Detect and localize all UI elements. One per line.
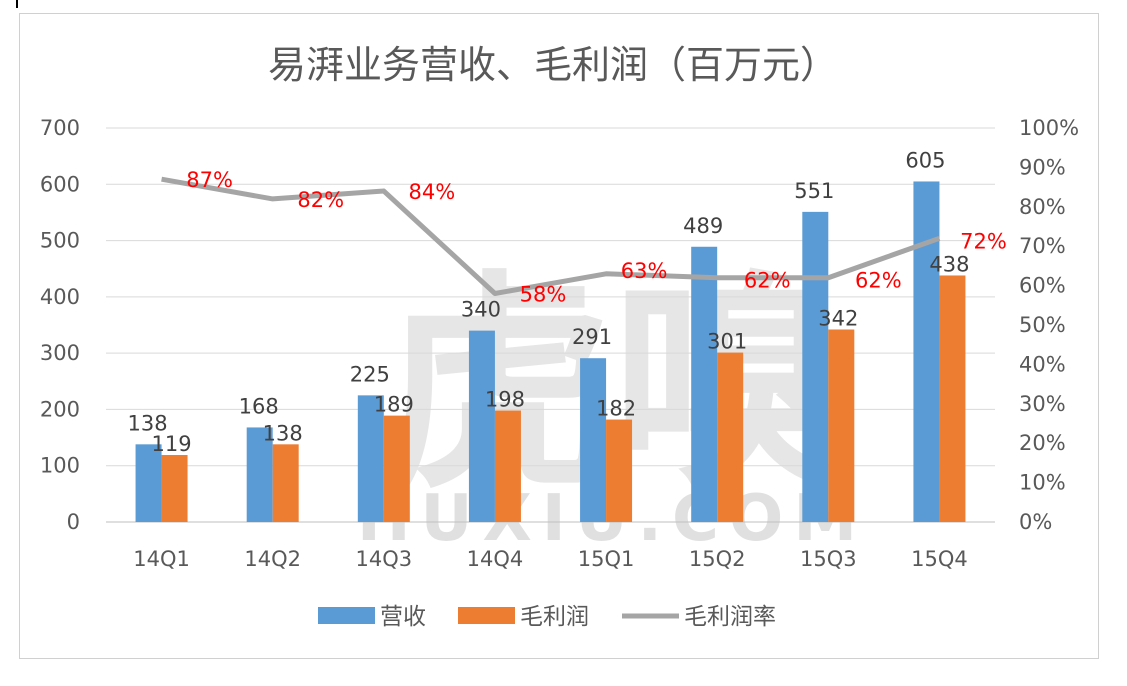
x-tick-label: 14Q3 (356, 547, 413, 571)
legend-label: 营收 (380, 604, 426, 630)
right-tick-label: 70% (1019, 234, 1066, 258)
margin-pct-label: 58% (520, 282, 567, 306)
left-tick-label: 400 (40, 285, 80, 309)
revenue-label: 168 (239, 394, 279, 418)
revenue-label: 225 (350, 362, 390, 386)
gross-profit-label: 301 (707, 330, 747, 354)
left-tick-label: 700 (40, 116, 80, 140)
x-tick-label: 14Q1 (133, 547, 190, 571)
revenue-label: 551 (794, 179, 834, 203)
right-tick-label: 80% (1019, 195, 1066, 219)
revenue-bar (468, 330, 495, 522)
right-tick-label: 100% (1019, 116, 1079, 140)
x-axis: 14Q1 14Q2 14Q3 14Q4 15Q1 15Q2 15Q3 15Q4 (133, 547, 968, 571)
x-tick-label: 15Q1 (578, 547, 635, 571)
chart-title: 易湃业务营收、毛利润（百万元） (268, 43, 838, 87)
gross-profit-bar (939, 275, 966, 522)
gross-profit-label: 119 (152, 432, 192, 456)
revenue-bar (802, 211, 829, 522)
x-tick-label: 14Q2 (244, 547, 301, 571)
left-y-axis: 0 100 200 300 400 500 600 700 (40, 116, 80, 534)
left-tick-label: 500 (40, 229, 80, 253)
corner-mark (16, 0, 18, 8)
line-series (161, 176, 941, 296)
right-tick-label: 10% (1019, 471, 1066, 495)
gross-profit-label: 189 (374, 393, 414, 417)
left-tick-label: 100 (40, 454, 80, 478)
gross-profit-bar (828, 329, 855, 522)
bar-series (135, 181, 966, 522)
gross-profit-label: 182 (596, 397, 636, 421)
revenue-bar (913, 181, 940, 522)
gross-profit-label: 438 (929, 252, 969, 276)
right-y-axis: 0% 10% 20% 30% 40% 50% 60% 70% 80% 90% 100% (1019, 116, 1079, 534)
x-tick-label: 14Q4 (467, 547, 524, 571)
right-tick-label: 40% (1019, 352, 1066, 376)
right-tick-label: 90% (1019, 155, 1066, 179)
x-tick-label: 15Q4 (911, 547, 968, 571)
gross-profit-bar (161, 455, 188, 522)
gross-profit-bar (383, 415, 410, 522)
margin-pct-label: 82% (297, 188, 344, 212)
revenue-label: 340 (461, 298, 501, 322)
margin-pct-label: 63% (621, 259, 668, 283)
legend: 营收 毛利润 毛利润率 (318, 604, 776, 630)
x-tick-label: 15Q2 (689, 547, 746, 571)
margin-pct-label: 84% (408, 180, 455, 204)
gross-profit-label: 342 (818, 307, 858, 331)
revenue-label: 138 (128, 411, 168, 435)
gross-profit-bar (494, 410, 521, 522)
revenue-bar (357, 395, 384, 522)
revenue-label: 489 (683, 214, 723, 238)
revenue-bar (580, 358, 607, 522)
right-tick-label: 0% (1019, 510, 1052, 534)
revenue-label: 291 (572, 325, 612, 349)
legend-swatch (318, 607, 375, 624)
revenue-label: 605 (905, 148, 945, 172)
gross-profit-bar (606, 419, 633, 522)
left-tick-label: 300 (40, 341, 80, 365)
margin-pct-label: 62% (855, 269, 902, 293)
gross-profit-label: 138 (263, 421, 303, 445)
revenue-bar (246, 427, 273, 522)
left-tick-label: 0 (67, 510, 80, 534)
revenue-bar (691, 246, 718, 522)
revenue-bar (135, 444, 162, 522)
gross-profit-label: 198 (485, 388, 525, 412)
left-tick-label: 200 (40, 397, 80, 421)
x-tick-label: 15Q3 (800, 547, 857, 571)
margin-pct-label: 62% (744, 269, 791, 293)
margin-pct-label: 87% (186, 168, 233, 192)
gross-profit-bar (717, 352, 744, 522)
left-tick-label: 600 (40, 172, 80, 196)
margin-line (161, 176, 941, 296)
right-tick-label: 50% (1019, 313, 1066, 337)
gross-profit-bar (272, 444, 299, 522)
right-tick-label: 60% (1019, 274, 1066, 298)
margin-pct-label: 72% (960, 229, 1007, 253)
legend-label: 毛利润率 (684, 604, 776, 630)
legend-label: 毛利润 (520, 604, 589, 630)
right-tick-label: 30% (1019, 392, 1066, 416)
legend-swatch (458, 607, 515, 624)
right-tick-label: 20% (1019, 431, 1066, 455)
